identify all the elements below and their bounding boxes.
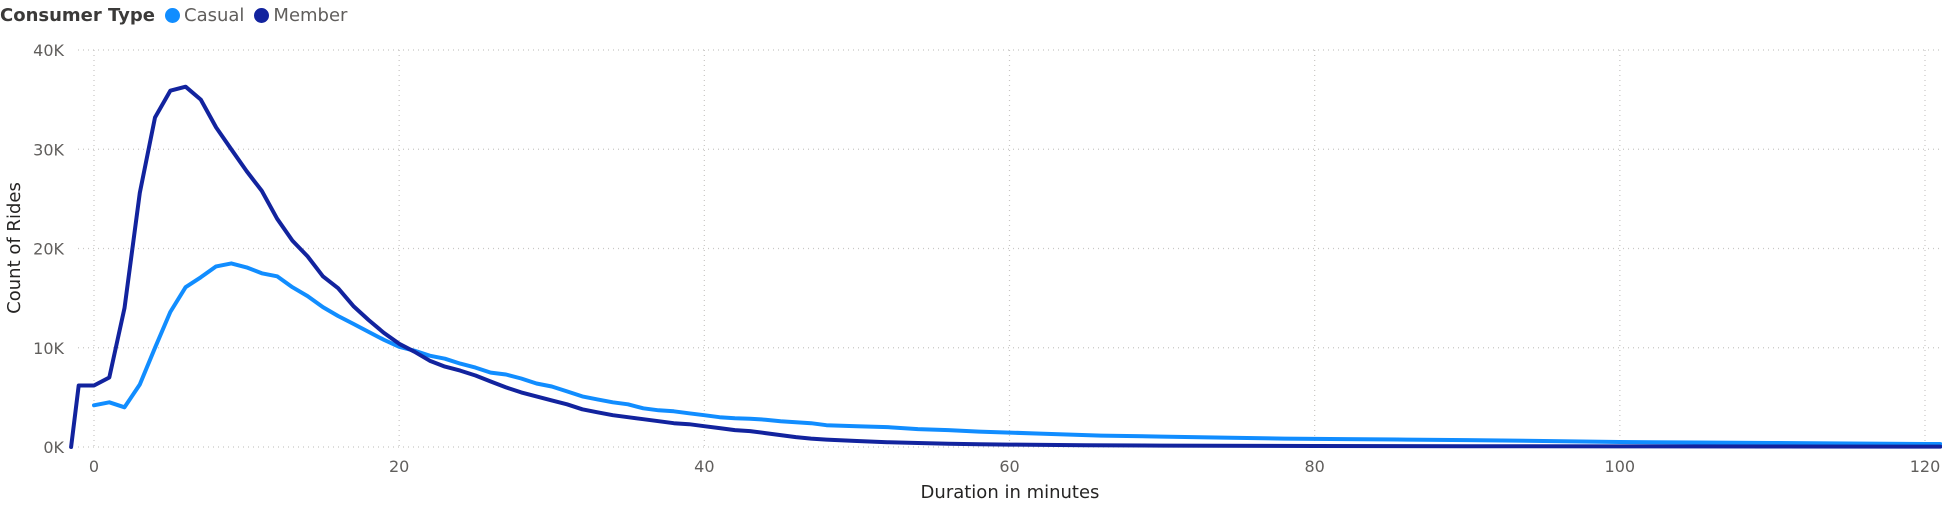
legend-label-casual: Casual bbox=[184, 4, 245, 26]
y-axis-ticks: 0K 10K 20K 30K 40K bbox=[33, 41, 64, 457]
chart-legend: Consumer Type Casual Member bbox=[0, 2, 357, 28]
legend-item-casual[interactable]: Casual bbox=[165, 5, 244, 26]
x-tick-label: 40 bbox=[694, 457, 714, 476]
series-line-casual[interactable] bbox=[92, 261, 1942, 446]
y-tick-label: 20K bbox=[33, 240, 64, 259]
x-tick-label: 120 bbox=[1910, 457, 1941, 476]
series-lines bbox=[69, 84, 1942, 449]
legend-label-member: Member bbox=[273, 4, 348, 26]
y-axis-title: Count of Rides bbox=[4, 182, 25, 314]
y-tick-label: 40K bbox=[33, 41, 64, 60]
legend-title: Consumer Type bbox=[0, 4, 155, 26]
legend-dot-casual bbox=[165, 7, 180, 23]
legend-dot-member bbox=[254, 7, 270, 23]
x-tick-label: 80 bbox=[1304, 457, 1324, 476]
x-tick-label: 20 bbox=[389, 457, 409, 476]
x-axis-ticks: 0 20 40 60 80 100 120 bbox=[89, 457, 1940, 476]
gridlines bbox=[78, 49, 1942, 448]
legend-item-member[interactable]: Member bbox=[254, 5, 347, 26]
y-tick-label: 30K bbox=[33, 140, 64, 159]
x-axis-title: Duration in minutes bbox=[921, 482, 1100, 503]
y-tick-label: 10K bbox=[33, 339, 64, 358]
x-tick-label: 100 bbox=[1605, 457, 1636, 476]
series-line-member[interactable] bbox=[69, 84, 1942, 449]
x-tick-label: 60 bbox=[999, 457, 1019, 476]
y-tick-label: 0K bbox=[43, 438, 64, 457]
x-tick-label: 0 bbox=[89, 457, 99, 476]
